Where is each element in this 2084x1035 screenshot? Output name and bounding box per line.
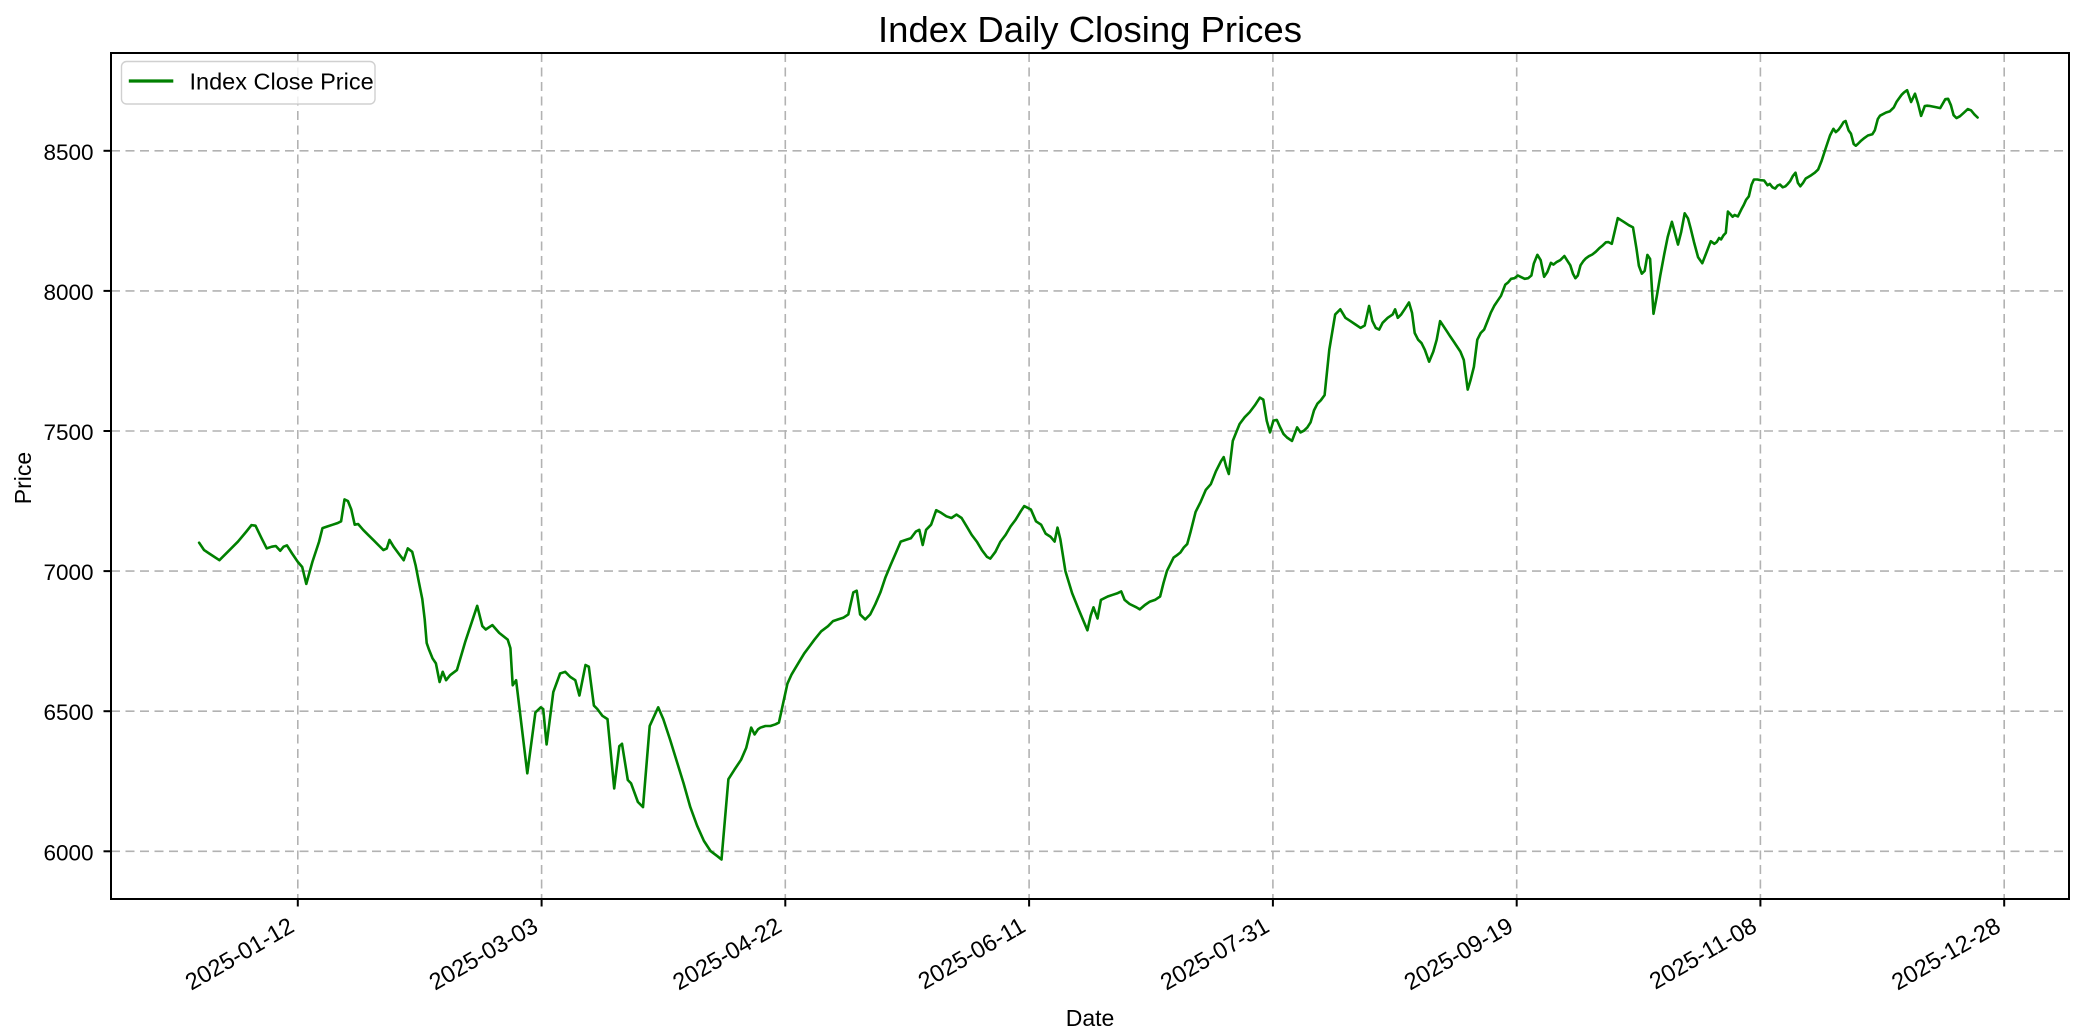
svg-text:6000: 6000 bbox=[43, 840, 93, 865]
svg-text:6500: 6500 bbox=[43, 700, 93, 725]
svg-text:7000: 7000 bbox=[43, 560, 93, 585]
svg-text:8000: 8000 bbox=[43, 280, 93, 305]
svg-text:8500: 8500 bbox=[43, 140, 93, 165]
svg-text:Price: Price bbox=[10, 452, 36, 504]
svg-text:7500: 7500 bbox=[43, 420, 93, 445]
svg-text:Index Close Price: Index Close Price bbox=[190, 69, 374, 95]
svg-text:Date: Date bbox=[1066, 1005, 1115, 1031]
svg-text:Index Daily Closing Prices: Index Daily Closing Prices bbox=[878, 9, 1302, 50]
